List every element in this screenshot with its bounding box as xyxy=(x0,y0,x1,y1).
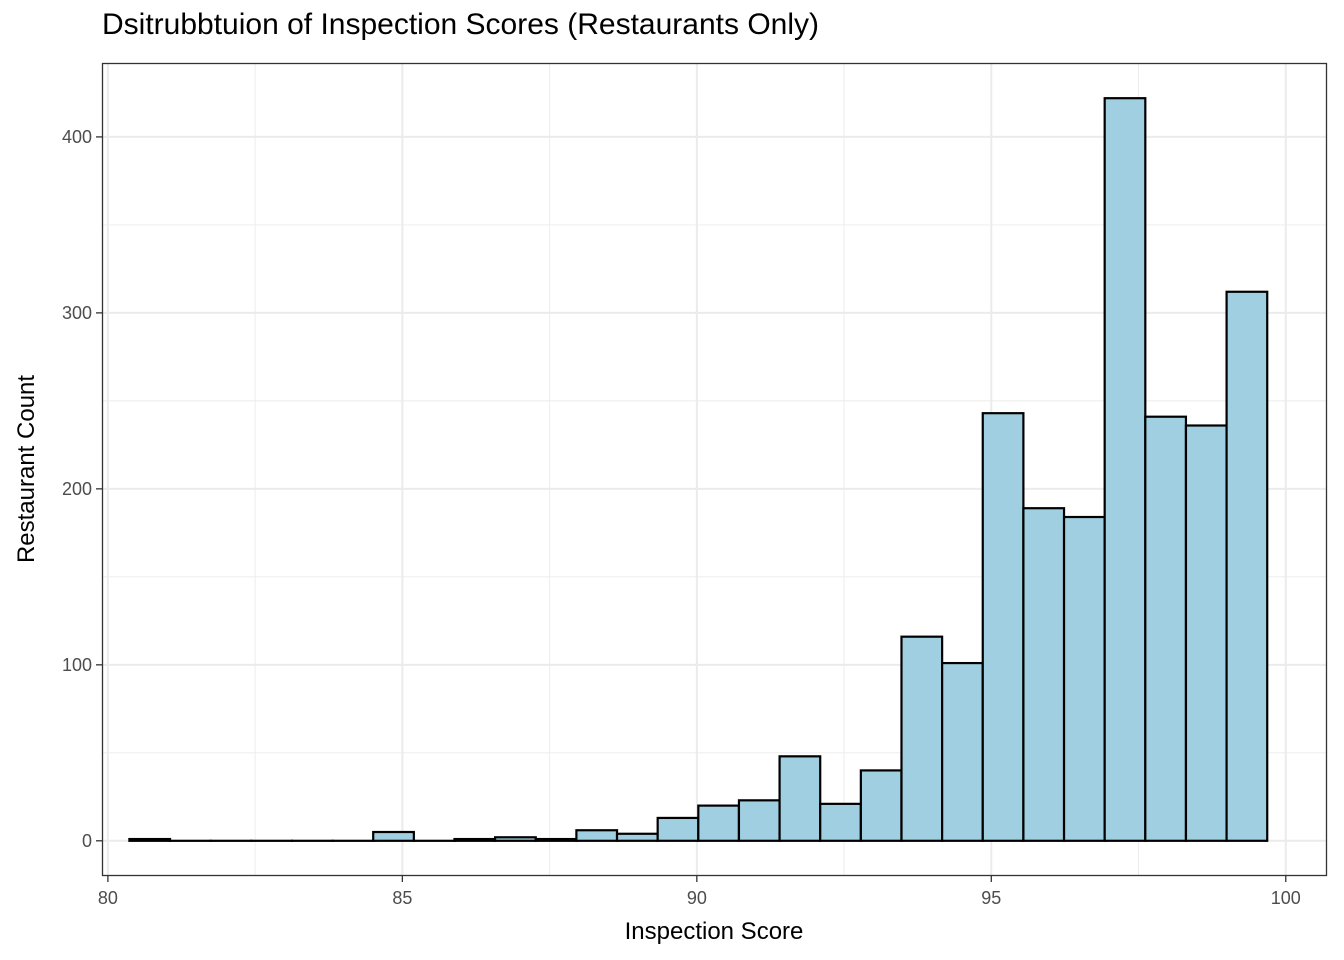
y-tick-label: 300 xyxy=(62,303,92,323)
x-tick-label: 100 xyxy=(1271,888,1301,908)
x-axis-title: Inspection Score xyxy=(625,918,804,945)
y-tick-label: 200 xyxy=(62,479,92,499)
y-axis-title: Restaurant Count xyxy=(13,375,40,563)
histogram-bar xyxy=(534,837,578,842)
chart-title: Dsitrubbtuion of Inspection Scores (Rest… xyxy=(102,8,819,41)
histogram-bar xyxy=(859,769,903,842)
histogram-bar xyxy=(656,816,700,842)
histogram-bar xyxy=(372,830,415,842)
histogram-bar xyxy=(1022,507,1066,842)
x-tick-label: 95 xyxy=(981,888,1001,908)
histogram-bar xyxy=(575,829,619,842)
histogram-bar xyxy=(1184,424,1228,842)
histogram-bar xyxy=(615,832,659,842)
histogram-bar xyxy=(1144,415,1188,842)
y-tick-label: 100 xyxy=(62,655,92,675)
plot-border xyxy=(101,62,1328,877)
histogram-bar xyxy=(128,837,172,842)
y-tick-label: 0 xyxy=(82,831,92,851)
histogram-bar xyxy=(981,412,1025,842)
histogram-bars xyxy=(128,97,1269,842)
histogram-bar xyxy=(819,802,862,842)
histogram-bar xyxy=(1225,290,1269,842)
y-axis-ticks: 0 100 200 300 400 xyxy=(62,127,102,851)
histogram-bar xyxy=(778,755,822,842)
histogram-bar xyxy=(494,836,537,842)
histogram-bar xyxy=(941,661,984,842)
histogram-bar xyxy=(737,799,781,842)
x-tick-label: 90 xyxy=(687,888,707,908)
y-tick-label: 400 xyxy=(62,127,92,147)
histogram-bar xyxy=(1062,515,1106,842)
histogram-bar xyxy=(697,804,741,842)
x-tick-label: 80 xyxy=(98,888,118,908)
histogram-bar xyxy=(1103,97,1147,842)
x-axis-ticks: 80 85 90 95 100 xyxy=(98,876,1301,908)
x-tick-label: 85 xyxy=(392,888,412,908)
histogram-bar xyxy=(453,837,497,842)
histogram-bar xyxy=(900,635,944,842)
